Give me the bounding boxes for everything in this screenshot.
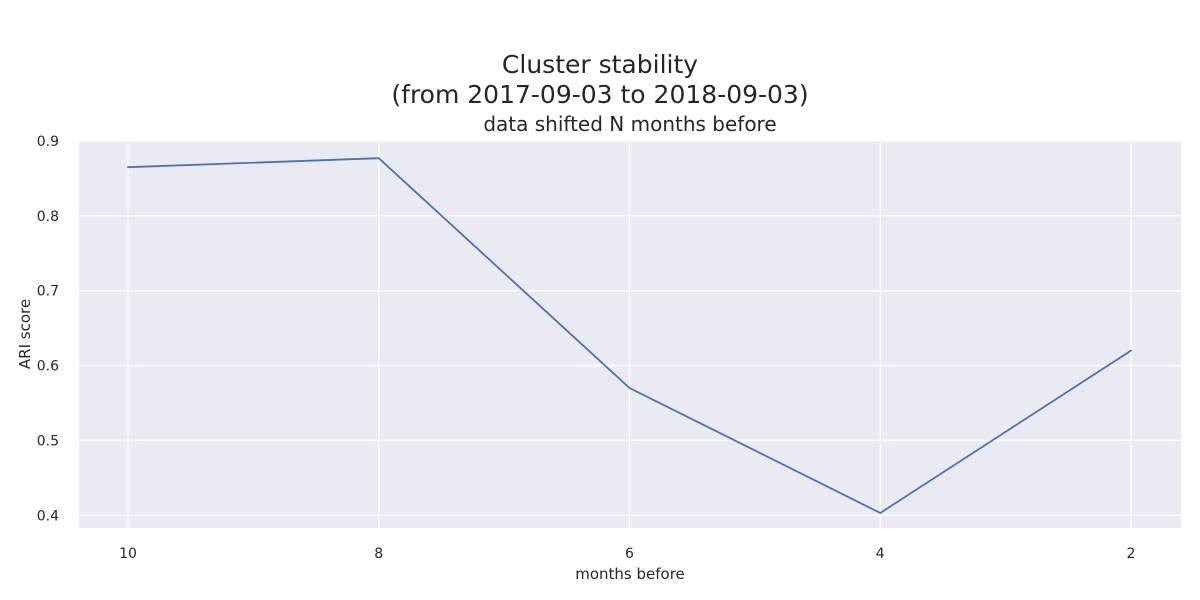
y-tick-label: 0.9 (37, 134, 59, 150)
x-tick-label: 2 (1127, 546, 1136, 562)
y-axis-label: ARI score (16, 299, 34, 369)
chart-title-line-1: Cluster stability (502, 50, 698, 79)
x-tick-label: 10 (119, 546, 137, 562)
series-layer (127, 157, 1132, 514)
x-axis-label: months before (575, 565, 685, 583)
y-axis-ticks: 0.4 0.5 0.6 0.7 0.8 0.9 (37, 134, 59, 524)
y-tick-label: 0.8 (37, 209, 59, 225)
x-tick-label: 4 (876, 546, 885, 562)
grid-lines (79, 140, 1181, 528)
chart-subtitle: data shifted N months before (483, 112, 776, 136)
y-tick-label: 0.4 (37, 508, 59, 524)
x-tick-label: 6 (625, 546, 634, 562)
y-tick-label: 0.6 (37, 359, 59, 375)
y-tick-label: 0.7 (37, 284, 59, 300)
x-tick-label: 8 (374, 546, 383, 562)
y-tick-label: 0.5 (37, 433, 59, 449)
x-axis-ticks: 10 8 6 4 2 (119, 546, 1135, 562)
chart-title-line-2: (from 2017-09-03 to 2018-09-03) (391, 80, 808, 109)
